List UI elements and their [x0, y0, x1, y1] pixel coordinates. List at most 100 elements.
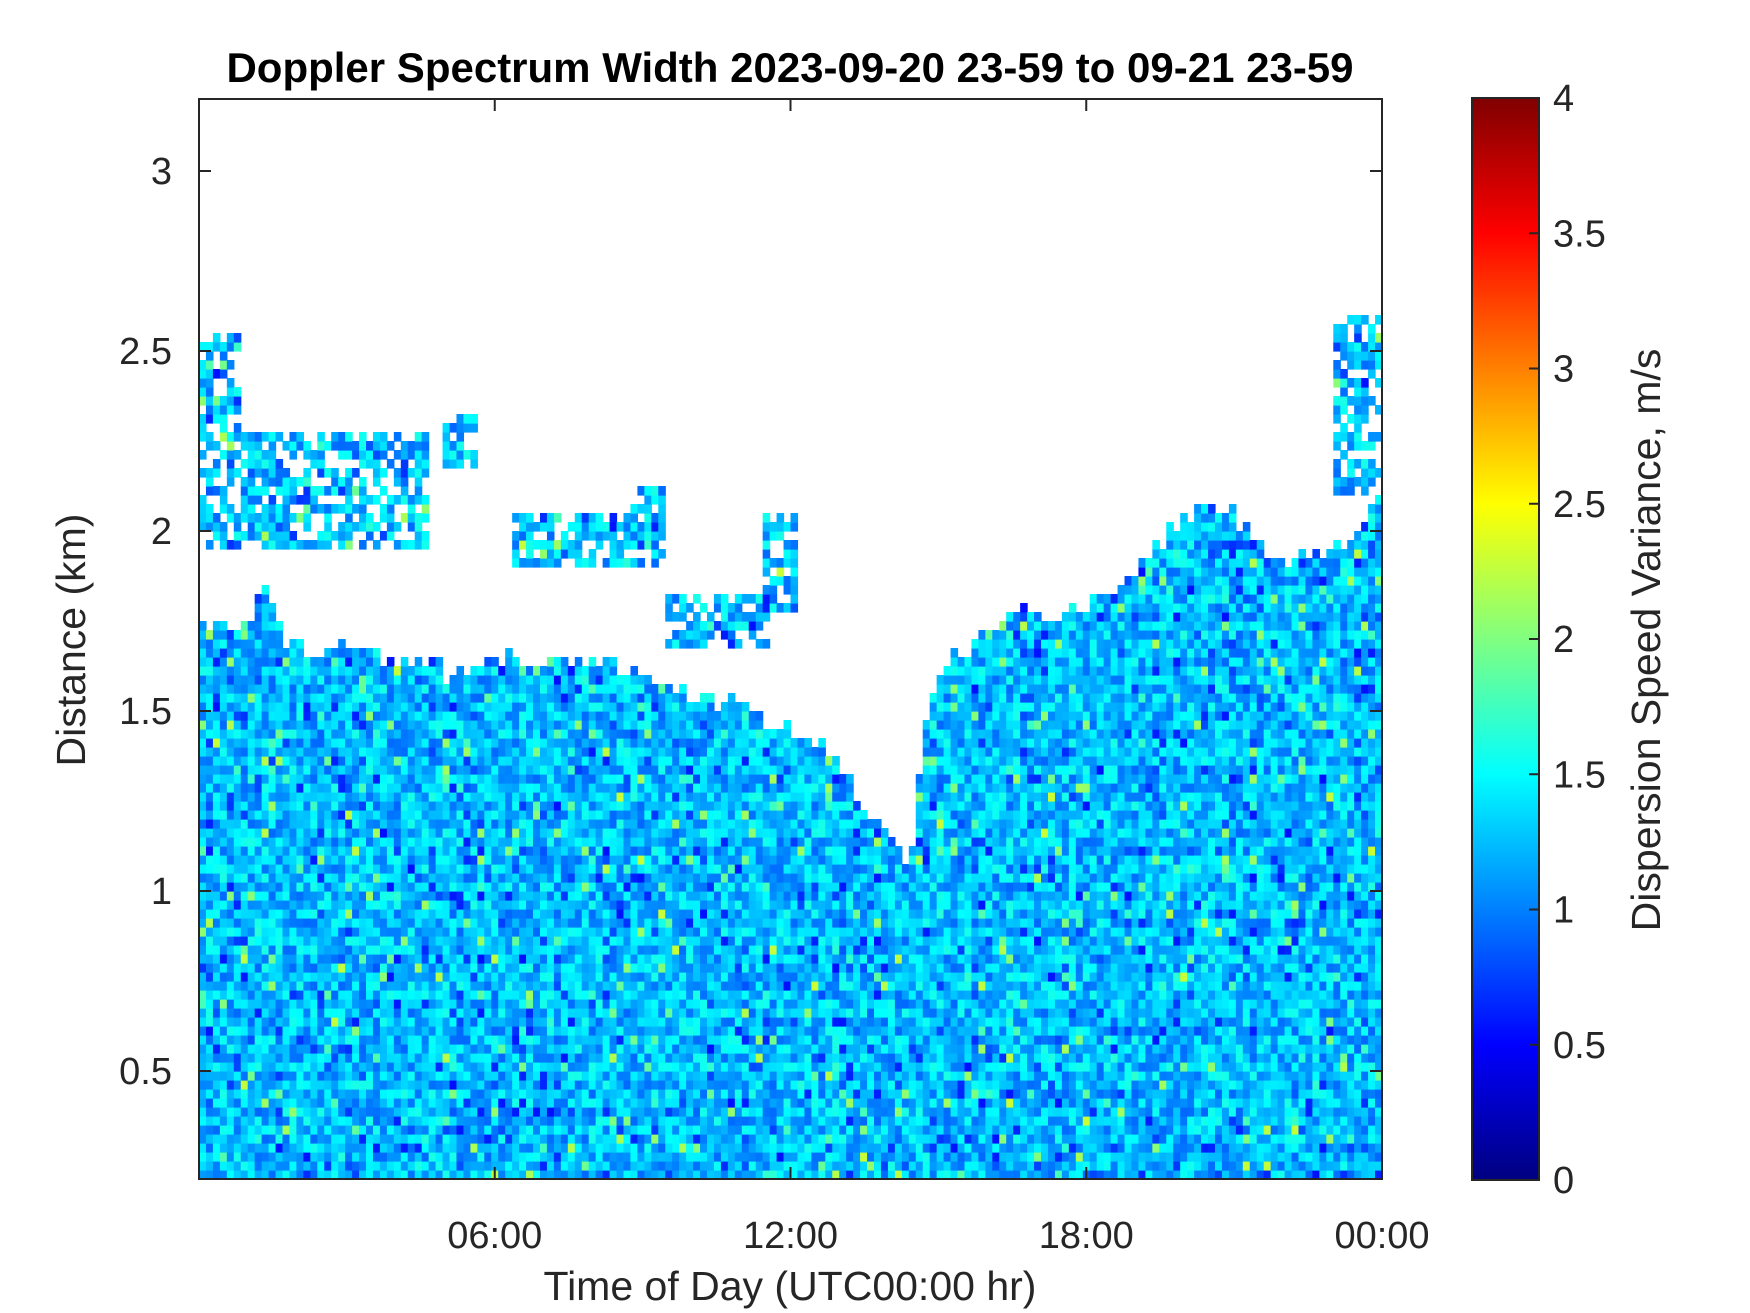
heatmap-cell: [512, 702, 520, 712]
heatmap-cell: [310, 540, 318, 550]
heatmap-cell: [219, 864, 228, 874]
heatmap-cell: [428, 1035, 437, 1045]
heatmap-cell: [560, 864, 569, 874]
heatmap-cell: [303, 684, 311, 694]
heatmap-cell: [672, 810, 680, 820]
heatmap-cell: [693, 927, 701, 937]
heatmap-cell: [233, 990, 242, 1000]
heatmap-cell: [324, 1008, 332, 1018]
heatmap-cell: [282, 747, 291, 757]
heatmap-cell: [484, 1053, 492, 1063]
heatmap-cell: [546, 972, 555, 982]
heatmap-cell: [505, 1098, 513, 1108]
heatmap-cell: [713, 1017, 722, 1027]
heatmap-cell: [491, 954, 499, 964]
heatmap-cell: [546, 1170, 555, 1179]
heatmap-cell: [498, 666, 506, 676]
heatmap-cell: [296, 1152, 304, 1162]
heatmap-cell: [470, 828, 478, 838]
heatmap-cell: [233, 819, 242, 829]
heatmap-cell: [393, 666, 402, 676]
heatmap-cell: [720, 756, 729, 766]
heatmap-cell: [359, 666, 367, 676]
heatmap-cell: [553, 1017, 562, 1027]
heatmap-cell: [491, 1089, 499, 1099]
heatmap-cell: [706, 1089, 715, 1099]
heatmap-cell: [219, 675, 228, 685]
heatmap-cell: [491, 1008, 499, 1018]
heatmap-cell: [386, 1170, 395, 1179]
heatmap-cell: [407, 1008, 416, 1018]
heatmap-cell: [226, 504, 235, 514]
heatmap-cell: [254, 666, 263, 676]
heatmap-cell: [679, 936, 687, 946]
heatmap-cell: [421, 1080, 430, 1090]
heatmap-cell: [331, 783, 339, 793]
heatmap-cell: [296, 972, 304, 982]
heatmap-cell: [393, 1026, 402, 1036]
heatmap-cell: [609, 1107, 618, 1117]
heatmap-cell: [421, 864, 430, 874]
heatmap-cell: [254, 1071, 263, 1081]
heatmap-cell: [546, 1125, 555, 1135]
heatmap-cell: [289, 450, 298, 460]
heatmap-cell: [651, 891, 659, 901]
heatmap-cell: [275, 972, 284, 982]
heatmap-cell: [310, 657, 318, 667]
heatmap-cell: [289, 729, 298, 739]
heatmap-cell: [546, 1098, 555, 1108]
heatmap-cell: [456, 855, 465, 865]
heatmap-cell: [491, 702, 499, 712]
heatmap-cell: [602, 936, 611, 946]
heatmap-cell: [651, 693, 659, 703]
heatmap-cell: [616, 999, 625, 1009]
heatmap-cell: [310, 738, 318, 748]
heatmap-cell: [512, 1098, 520, 1108]
heatmap-cell: [289, 900, 298, 910]
heatmap-cell: [463, 1107, 471, 1117]
heatmap-cell: [393, 702, 402, 712]
heatmap-cell: [700, 801, 708, 811]
heatmap-cell: [212, 1125, 221, 1135]
heatmap-cell: [713, 1044, 722, 1054]
heatmap-cell: [352, 1035, 360, 1045]
heatmap-cell: [261, 693, 270, 703]
heatmap-cell: [331, 1071, 339, 1081]
heatmap-cell: [588, 1152, 597, 1162]
heatmap-cell: [386, 459, 395, 469]
heatmap-cell: [317, 846, 325, 856]
heatmap-cell: [470, 855, 478, 865]
heatmap-cell: [359, 540, 367, 550]
heatmap-cell: [686, 900, 694, 910]
heatmap-cell: [505, 720, 513, 730]
heatmap-cell: [317, 900, 325, 910]
heatmap-cell: [275, 720, 284, 730]
heatmap-cell: [567, 810, 576, 820]
heatmap-cell: [477, 909, 485, 919]
heatmap-cell: [706, 1107, 715, 1117]
heatmap-cell: [254, 1134, 263, 1144]
heatmap-cell: [205, 513, 214, 523]
heatmap-cell: [693, 900, 701, 910]
heatmap-cell: [560, 693, 569, 703]
heatmap-cell: [588, 837, 597, 847]
heatmap-cell: [414, 864, 423, 874]
heatmap-cell: [240, 945, 249, 955]
heatmap-cell: [379, 1026, 388, 1036]
heatmap-cell: [470, 972, 478, 982]
heatmap-cell: [442, 801, 451, 811]
heatmap-cell: [470, 846, 478, 856]
heatmap-cell: [700, 1035, 708, 1045]
heatmap-cell: [261, 1089, 270, 1099]
heatmap-cell: [581, 666, 590, 676]
heatmap-cell: [400, 846, 409, 856]
heatmap-cell: [498, 972, 506, 982]
heatmap-cell: [630, 1062, 639, 1072]
heatmap-cell: [609, 918, 618, 928]
heatmap-cell: [205, 909, 214, 919]
heatmap-cell: [261, 873, 270, 883]
heatmap-cell: [233, 792, 242, 802]
heatmap-cell: [372, 783, 381, 793]
heatmap-cell: [317, 801, 325, 811]
heatmap-cell: [602, 1062, 611, 1072]
